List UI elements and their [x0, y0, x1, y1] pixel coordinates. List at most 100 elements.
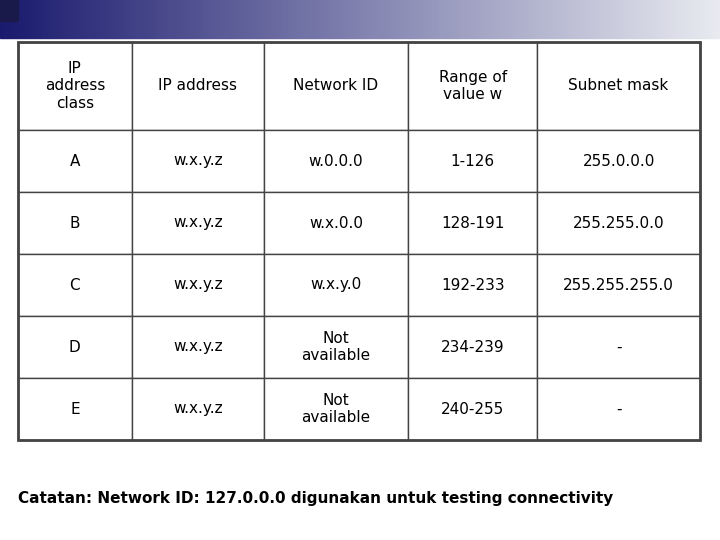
Bar	[554, 0, 558, 38]
Bar	[306, 0, 310, 38]
Bar	[252, 0, 256, 38]
Bar	[209, 0, 212, 38]
Bar	[119, 0, 122, 38]
Bar	[392, 0, 396, 38]
Bar	[626, 0, 630, 38]
Bar	[630, 0, 634, 38]
Bar	[68, 0, 72, 38]
Bar	[191, 0, 194, 38]
Bar	[101, 0, 104, 38]
Bar	[353, 0, 356, 38]
Bar	[518, 0, 522, 38]
Bar	[684, 0, 688, 38]
Bar	[148, 0, 151, 38]
Text: 234-239: 234-239	[441, 340, 505, 354]
Bar	[677, 0, 680, 38]
Text: 1-126: 1-126	[451, 153, 495, 168]
Bar	[486, 0, 490, 38]
Bar	[335, 0, 338, 38]
Text: E: E	[70, 402, 80, 416]
Bar	[670, 0, 673, 38]
Bar	[713, 0, 716, 38]
Bar	[264, 130, 408, 192]
Bar	[446, 0, 450, 38]
Bar	[144, 0, 148, 38]
Bar	[537, 254, 700, 316]
Bar	[184, 0, 187, 38]
Bar	[698, 0, 702, 38]
Bar	[227, 0, 230, 38]
Bar	[43, 0, 47, 38]
Bar	[324, 0, 328, 38]
Bar	[264, 316, 408, 378]
Bar	[432, 0, 436, 38]
Bar	[7, 0, 11, 38]
Bar	[408, 42, 537, 130]
Bar	[508, 0, 511, 38]
Bar	[292, 0, 295, 38]
Bar	[468, 0, 472, 38]
Bar	[587, 0, 590, 38]
Bar	[202, 0, 205, 38]
Bar	[385, 0, 389, 38]
Bar	[497, 0, 500, 38]
Bar	[457, 0, 461, 38]
Bar	[522, 0, 526, 38]
Bar	[166, 0, 169, 38]
Bar	[238, 0, 241, 38]
Text: w.x.y.z: w.x.y.z	[173, 278, 222, 293]
Bar	[132, 378, 264, 440]
Bar	[299, 0, 302, 38]
Bar	[169, 0, 173, 38]
Bar	[662, 0, 666, 38]
Bar	[537, 316, 700, 378]
Bar	[220, 0, 223, 38]
Bar	[130, 0, 133, 38]
Bar	[18, 254, 132, 316]
Text: 240-255: 240-255	[441, 402, 504, 416]
Text: 128-191: 128-191	[441, 215, 504, 231]
Bar	[551, 0, 554, 38]
Text: w.x.y.z: w.x.y.z	[173, 153, 222, 168]
Bar	[18, 0, 22, 38]
Bar	[18, 316, 132, 378]
Bar	[86, 0, 90, 38]
Bar	[313, 0, 317, 38]
Bar	[18, 42, 700, 440]
Text: D: D	[69, 340, 81, 354]
Bar	[408, 130, 537, 192]
Bar	[180, 0, 184, 38]
Bar	[47, 0, 50, 38]
Text: 255.255.0.0: 255.255.0.0	[573, 215, 665, 231]
Bar	[378, 0, 382, 38]
Bar	[132, 130, 264, 192]
Bar	[475, 0, 479, 38]
Bar	[29, 0, 32, 38]
Bar	[264, 378, 408, 440]
Bar	[500, 0, 504, 38]
Bar	[464, 0, 468, 38]
Text: w.x.y.z: w.x.y.z	[173, 215, 222, 231]
Bar	[619, 0, 623, 38]
Bar	[310, 0, 313, 38]
Bar	[594, 0, 598, 38]
Bar	[371, 0, 374, 38]
Bar	[688, 0, 691, 38]
Bar	[709, 0, 713, 38]
Bar	[281, 0, 284, 38]
Bar	[173, 0, 176, 38]
Bar	[79, 0, 83, 38]
Bar	[691, 0, 695, 38]
Bar	[295, 0, 299, 38]
Bar	[137, 0, 140, 38]
Bar	[608, 0, 612, 38]
Bar	[72, 0, 76, 38]
Text: w.x.y.z: w.x.y.z	[173, 402, 222, 416]
Bar	[580, 0, 583, 38]
Bar	[382, 0, 385, 38]
Bar	[0, 0, 18, 21]
Bar	[537, 378, 700, 440]
Bar	[400, 0, 403, 38]
Bar	[408, 254, 537, 316]
Bar	[302, 0, 306, 38]
